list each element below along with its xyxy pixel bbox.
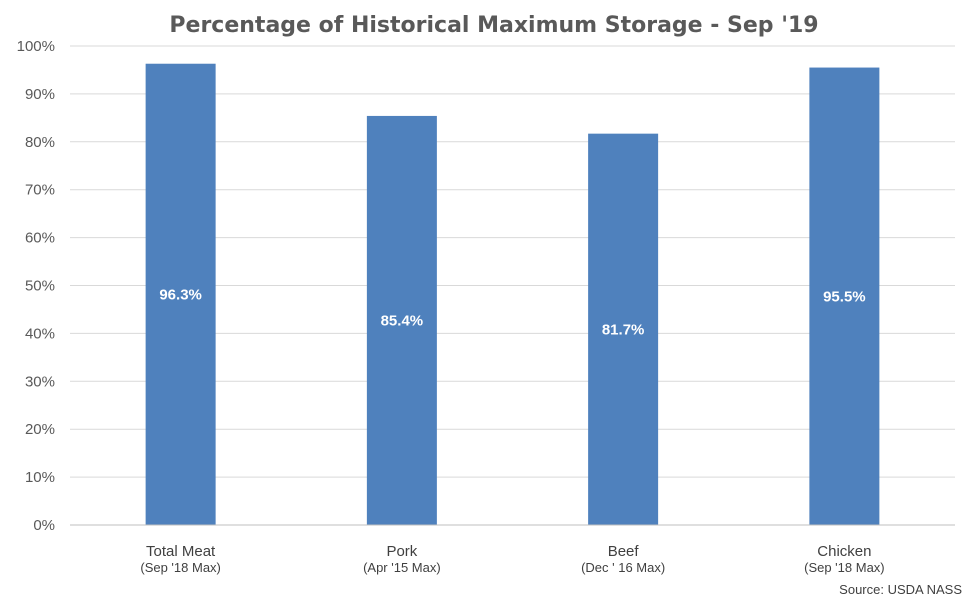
x-category-sublabel: (Dec ' 16 Max) [581, 560, 665, 575]
y-tick-label: 30% [25, 373, 55, 390]
data-label: 81.7% [602, 321, 645, 338]
x-category-label: Total Meat [146, 543, 216, 560]
data-label: 85.4% [381, 312, 424, 329]
source-note: Source: USDA NASS [839, 582, 962, 597]
y-tick-label: 70% [25, 182, 55, 199]
x-category-label: Beef [608, 543, 640, 560]
data-label: 95.5% [823, 288, 866, 305]
gridlines [70, 45, 955, 478]
y-tick-label: 0% [33, 517, 55, 534]
y-axis: 0% 10% 20% 30% 40% 50% 60% 70% 80% 90% 100% [17, 38, 55, 534]
bar [145, 63, 216, 526]
bar [588, 133, 659, 526]
x-category-label: Pork [386, 543, 417, 560]
x-category-sublabel: (Sep '18 Max) [140, 560, 221, 575]
x-category-sublabel: (Sep '18 Max) [804, 560, 885, 575]
y-tick-label: 10% [25, 469, 55, 486]
y-tick-label: 60% [25, 230, 55, 247]
chart-title: Percentage of Historical Maximum Storage… [169, 13, 818, 38]
y-tick-label: 100% [17, 38, 55, 55]
data-label: 96.3% [159, 286, 202, 303]
y-tick-label: 90% [25, 86, 55, 103]
y-tick-label: 50% [25, 278, 55, 295]
x-axis: Total Meat(Sep '18 Max)Pork(Apr '15 Max)… [70, 524, 955, 575]
y-tick-label: 80% [25, 134, 55, 151]
x-category-sublabel: (Apr '15 Max) [363, 560, 441, 575]
bars: 96.3% 85.4% 81.7% 95.5% [145, 63, 880, 526]
bar [366, 115, 437, 526]
x-category-label: Chicken [817, 543, 871, 560]
y-tick-label: 20% [25, 421, 55, 438]
bar [809, 67, 880, 526]
y-tick-label: 40% [25, 325, 55, 342]
